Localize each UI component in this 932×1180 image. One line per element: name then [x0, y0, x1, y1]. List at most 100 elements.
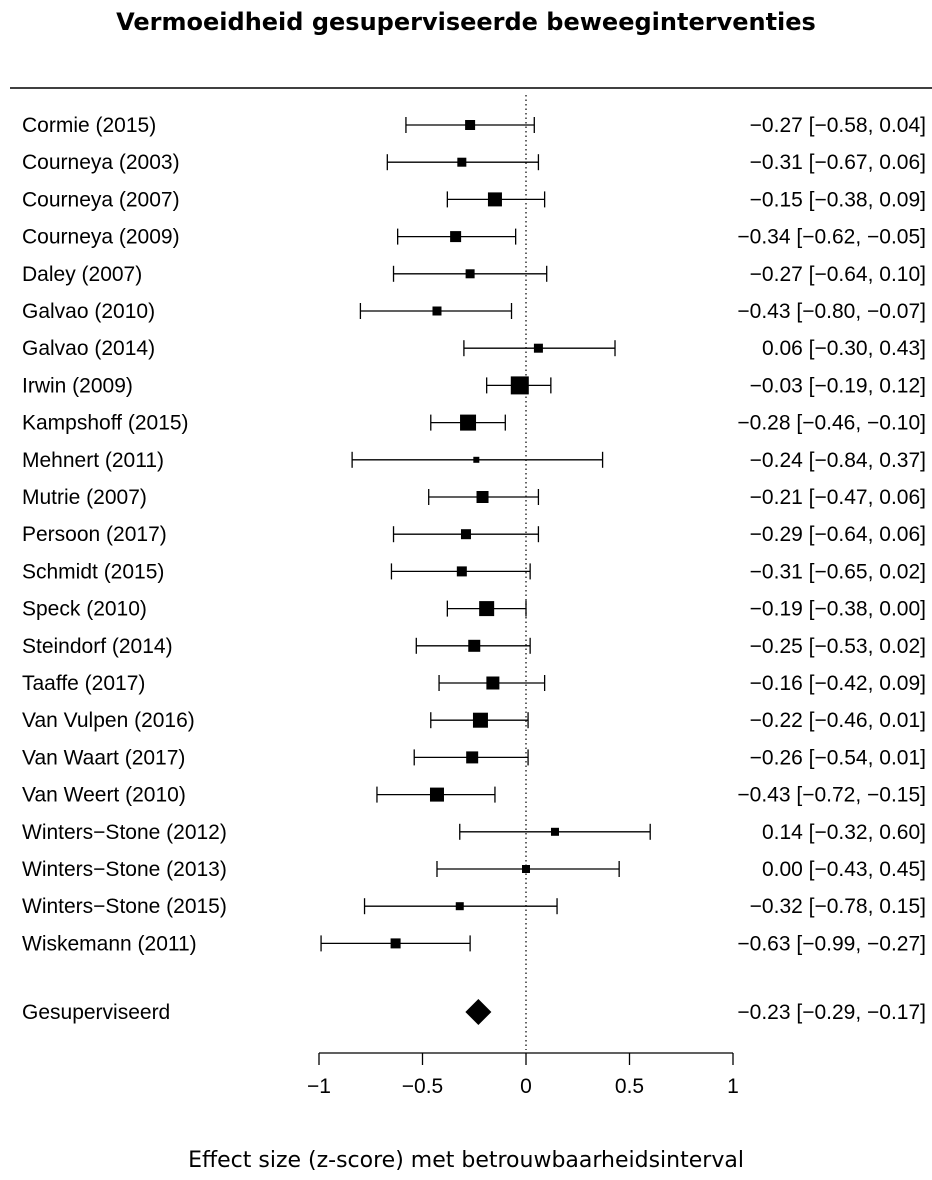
study-row: Van Vulpen (2016) −0.22 [−0.46, 0.01] — [22, 709, 926, 732]
effect-ci-text: −0.32 [−0.78, 0.15] — [750, 895, 926, 918]
point-estimate-square — [455, 902, 464, 911]
x-tick-label: 1 — [727, 1075, 739, 1098]
effect-ci-text: −0.29 [−0.64, 0.06] — [750, 523, 926, 546]
study-label: Galvao (2010) — [22, 300, 155, 323]
point-estimate-square — [486, 676, 500, 690]
study-label: Courneya (2009) — [22, 226, 180, 249]
study-label: Winters−Stone (2015) — [22, 895, 227, 918]
study-label: Van Waart (2017) — [22, 746, 185, 769]
effect-ci-text: −0.43 [−0.72, −0.15] — [737, 784, 926, 807]
x-tick-label: −0.5 — [402, 1075, 443, 1098]
summary-row: Gesuperviseerd −0.23 [−0.29, −0.17] — [22, 999, 926, 1025]
point-estimate-square — [487, 192, 502, 207]
study-row: Cormie (2015) −0.27 [−0.58, 0.04] — [22, 114, 926, 137]
summary-ci-text: −0.23 [−0.29, −0.17] — [737, 1001, 926, 1024]
point-estimate-square — [472, 712, 488, 728]
study-label: Daley (2007) — [22, 263, 142, 286]
effect-ci-text: −0.16 [−0.42, 0.09] — [750, 672, 926, 695]
study-label: Winters−Stone (2013) — [22, 858, 227, 881]
point-estimate-square — [476, 491, 489, 503]
x-axis-label: Effect size (z-score) met betrouwbaarhei… — [188, 1148, 744, 1173]
effect-ci-text: −0.19 [−0.38, 0.00] — [750, 598, 926, 621]
chart-title: Vermoeidheid gesuperviseerde beweeginter… — [116, 8, 816, 36]
effect-ci-text: −0.03 [−0.19, 0.12] — [750, 374, 926, 397]
effect-ci-text: −0.27 [−0.64, 0.10] — [750, 263, 926, 286]
study-row: Winters−Stone (2012) 0.14 [−0.32, 0.60] — [22, 821, 926, 844]
effect-ci-text: −0.63 [−0.99, −0.27] — [737, 932, 926, 955]
study-row: Galvao (2014) 0.06 [−0.30, 0.43] — [22, 337, 926, 360]
point-estimate-square — [465, 269, 475, 279]
study-row: Courneya (2003) −0.31 [−0.67, 0.06] — [22, 151, 926, 174]
effect-ci-text: −0.15 [−0.38, 0.09] — [750, 188, 926, 211]
study-row: Taaffe (2017) −0.16 [−0.42, 0.09] — [22, 672, 926, 695]
study-label: Persoon (2017) — [22, 523, 167, 546]
study-row: Courneya (2009) −0.34 [−0.62, −0.05] — [22, 226, 926, 249]
point-estimate-square — [457, 157, 467, 167]
study-row: Van Weert (2010) −0.43 [−0.72, −0.15] — [22, 784, 926, 807]
point-estimate-square — [533, 343, 543, 353]
point-estimate-square — [510, 376, 529, 395]
point-estimate-square — [550, 827, 559, 836]
effect-ci-text: 0.00 [−0.43, 0.45] — [762, 858, 926, 881]
study-label: Mutrie (2007) — [22, 486, 147, 509]
study-label: Speck (2010) — [22, 598, 147, 621]
study-row: Wiskemann (2011) −0.63 [−0.99, −0.27] — [22, 932, 926, 955]
summary-label: Gesuperviseerd — [22, 1001, 170, 1024]
study-label: Taaffe (2017) — [22, 672, 145, 695]
point-estimate-square — [432, 306, 442, 316]
effect-ci-text: −0.24 [−0.84, 0.37] — [750, 449, 926, 472]
effect-ci-text: −0.31 [−0.65, 0.02] — [750, 560, 926, 583]
effect-ci-text: −0.21 [−0.47, 0.06] — [750, 486, 926, 509]
study-label: Courneya (2007) — [22, 188, 180, 211]
study-row: Galvao (2010) −0.43 [−0.80, −0.07] — [22, 300, 926, 323]
point-estimate-square — [460, 529, 471, 540]
effect-ci-text: −0.34 [−0.62, −0.05] — [737, 226, 926, 249]
effect-ci-text: 0.06 [−0.30, 0.43] — [762, 337, 926, 360]
x-tick-label: −1 — [307, 1075, 331, 1098]
point-estimate-square — [456, 566, 467, 577]
point-estimate-square — [468, 639, 481, 652]
x-tick-label: 0 — [520, 1075, 532, 1098]
study-row: Courneya (2007) −0.15 [−0.38, 0.09] — [22, 188, 926, 211]
study-row: Winters−Stone (2015) −0.32 [−0.78, 0.15] — [22, 895, 926, 918]
effect-ci-text: −0.25 [−0.53, 0.02] — [750, 635, 926, 658]
study-label: Irwin (2009) — [22, 374, 133, 397]
summary-diamond — [465, 999, 492, 1025]
effect-ci-text: −0.22 [−0.46, 0.01] — [750, 709, 926, 732]
point-estimate-square — [522, 865, 530, 873]
point-estimate-square — [465, 120, 476, 130]
study-row: Speck (2010) −0.19 [−0.38, 0.00] — [22, 598, 926, 621]
point-estimate-square — [473, 456, 480, 463]
x-tick-label: 0.5 — [615, 1075, 644, 1098]
point-estimate-square — [390, 938, 401, 949]
study-row: Schmidt (2015) −0.31 [−0.65, 0.02] — [22, 560, 926, 583]
study-row: Mutrie (2007) −0.21 [−0.47, 0.06] — [22, 486, 926, 509]
study-label: Van Vulpen (2016) — [22, 709, 195, 732]
study-label: Kampshoff (2015) — [22, 412, 189, 435]
study-label: Galvao (2014) — [22, 337, 155, 360]
point-estimate-square — [466, 751, 479, 764]
study-row: Mehnert (2011) −0.24 [−0.84, 0.37] — [22, 449, 926, 472]
effect-ci-text: −0.28 [−0.46, −0.10] — [737, 412, 926, 435]
study-row: Kampshoff (2015) −0.28 [−0.46, −0.10] — [22, 412, 926, 435]
point-estimate-square — [429, 787, 444, 802]
effect-ci-text: −0.43 [−0.80, −0.07] — [737, 300, 926, 323]
study-row: Persoon (2017) −0.29 [−0.64, 0.06] — [22, 523, 926, 546]
point-estimate-square — [460, 414, 477, 431]
study-label: Van Weert (2010) — [22, 784, 186, 807]
study-label: Wiskemann (2011) — [22, 932, 197, 955]
point-estimate-square — [479, 601, 495, 617]
point-estimate-square — [450, 231, 462, 243]
study-row: Van Waart (2017) −0.26 [−0.54, 0.01] — [22, 746, 926, 769]
study-row: Steindorf (2014) −0.25 [−0.53, 0.02] — [22, 635, 926, 658]
effect-ci-text: −0.31 [−0.67, 0.06] — [750, 151, 926, 174]
effect-ci-text: −0.26 [−0.54, 0.01] — [750, 746, 926, 769]
study-label: Cormie (2015) — [22, 114, 156, 137]
study-label: Steindorf (2014) — [22, 635, 173, 658]
study-label: Schmidt (2015) — [22, 560, 164, 583]
study-row: Winters−Stone (2013) 0.00 [−0.43, 0.45] — [22, 858, 926, 881]
effect-ci-text: 0.14 [−0.32, 0.60] — [762, 821, 926, 844]
study-label: Winters−Stone (2012) — [22, 821, 227, 844]
